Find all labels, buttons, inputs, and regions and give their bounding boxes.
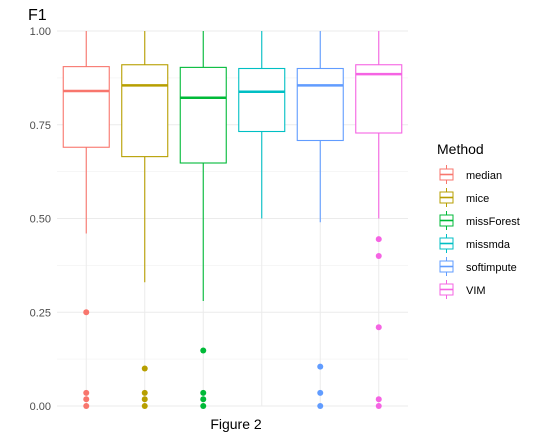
boxes: [63, 31, 402, 409]
box-iqr: [239, 69, 285, 132]
box-iqr: [297, 69, 343, 141]
chart-title: F1: [28, 7, 47, 24]
box-missmda: [239, 31, 285, 219]
legend-label: softimpute: [466, 262, 517, 274]
outlier-point: [200, 348, 206, 354]
outlier-point: [142, 366, 148, 372]
outlier-point: [317, 390, 323, 396]
outlier-point: [200, 403, 206, 409]
legend-label: mice: [466, 193, 489, 205]
legend-label: missForest: [466, 216, 520, 228]
legend-item-missForest: missForest: [440, 211, 520, 230]
legend-item-mice: mice: [440, 188, 489, 207]
box-iqr: [122, 65, 168, 157]
legend-label: VIM: [466, 285, 486, 297]
legend: Method median mice missForest missmda softim…: [437, 141, 520, 299]
legend-label: missmda: [466, 239, 511, 251]
legend-item-softimpute: softimpute: [440, 257, 517, 276]
legend-item-VIM: VIM: [440, 280, 486, 299]
box-iqr: [63, 67, 109, 148]
y-tick-label: 0.75: [30, 120, 51, 132]
outlier-point: [376, 253, 382, 259]
outlier-point: [376, 403, 382, 409]
box-missForest: [180, 31, 226, 409]
box-iqr: [180, 67, 226, 163]
legend-item-median: median: [440, 165, 502, 184]
outlier-point: [142, 396, 148, 402]
y-tick-label: 0.00: [30, 401, 51, 413]
x-axis-label: Figure 2: [210, 416, 262, 432]
outlier-point: [83, 396, 89, 402]
outlier-point: [376, 324, 382, 330]
legend-item-missmda: missmda: [440, 234, 511, 253]
outlier-point: [317, 403, 323, 409]
outlier-point: [142, 390, 148, 396]
outlier-point: [317, 364, 323, 370]
legend-label: median: [466, 170, 502, 182]
outlier-point: [83, 390, 89, 396]
y-tick-label: 0.25: [30, 307, 51, 319]
outlier-point: [376, 236, 382, 242]
outlier-point: [200, 396, 206, 402]
outlier-point: [83, 309, 89, 315]
outlier-point: [376, 396, 382, 402]
outlier-point: [83, 403, 89, 409]
outlier-point: [142, 403, 148, 409]
y-axis-ticks: 0.00 0.25 0.50 0.75 1.00: [30, 26, 51, 413]
y-tick-label: 1.00: [30, 26, 51, 38]
legend-title: Method: [437, 141, 484, 157]
y-tick-label: 0.50: [30, 214, 51, 226]
outlier-point: [200, 390, 206, 396]
